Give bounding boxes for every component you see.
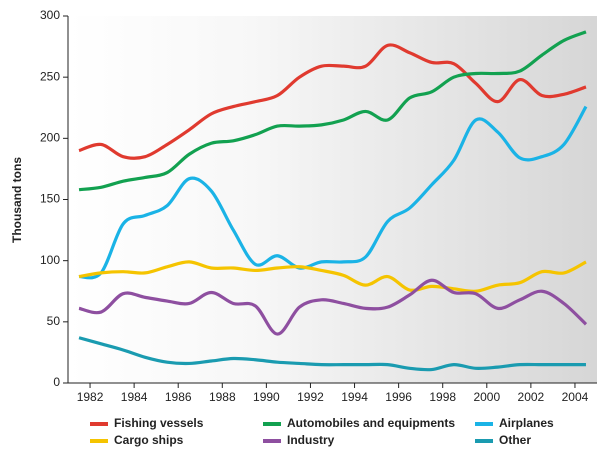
- legend-label: Airplanes: [499, 416, 554, 430]
- series-line: [78, 278, 588, 336]
- legend-label: Cargo ships: [114, 433, 184, 447]
- x-tick-label: 1988: [209, 390, 236, 404]
- y-tick-label: 300: [40, 8, 60, 22]
- legend-label: Fishing vessels: [114, 416, 204, 430]
- x-tick-label: 1990: [253, 390, 280, 404]
- x-tick-label: 2004: [562, 390, 589, 404]
- series-line: [78, 336, 586, 372]
- x-tick-label: 1986: [165, 390, 192, 404]
- x-tick-label: 2000: [473, 390, 500, 404]
- x-tick-label: 1992: [297, 390, 324, 404]
- plot-background: [68, 16, 597, 383]
- y-tick-label: 250: [40, 69, 60, 83]
- x-tick-label: 1998: [429, 390, 456, 404]
- legend-label: Industry: [287, 433, 335, 447]
- series-line: [78, 30, 587, 192]
- y-tick-label: 50: [47, 314, 61, 328]
- x-tick-label: 1982: [77, 390, 104, 404]
- x-tick-label: 1994: [341, 390, 368, 404]
- legend-label: Other: [499, 433, 531, 447]
- series-line: [78, 43, 587, 160]
- x-tick-label: 1996: [385, 390, 412, 404]
- y-tick-label: 200: [40, 131, 60, 145]
- x-tick-label: 2002: [518, 390, 545, 404]
- x-tick-label: 1984: [121, 390, 148, 404]
- y-tick-label: 0: [53, 375, 60, 389]
- series-line: [78, 105, 588, 280]
- y-axis-label: Thousand tons: [10, 157, 24, 243]
- y-tick-label: 100: [40, 253, 60, 267]
- series-line: [78, 260, 587, 293]
- y-tick-label: 150: [40, 192, 60, 206]
- legend-label: Automobiles and equipments: [287, 416, 455, 430]
